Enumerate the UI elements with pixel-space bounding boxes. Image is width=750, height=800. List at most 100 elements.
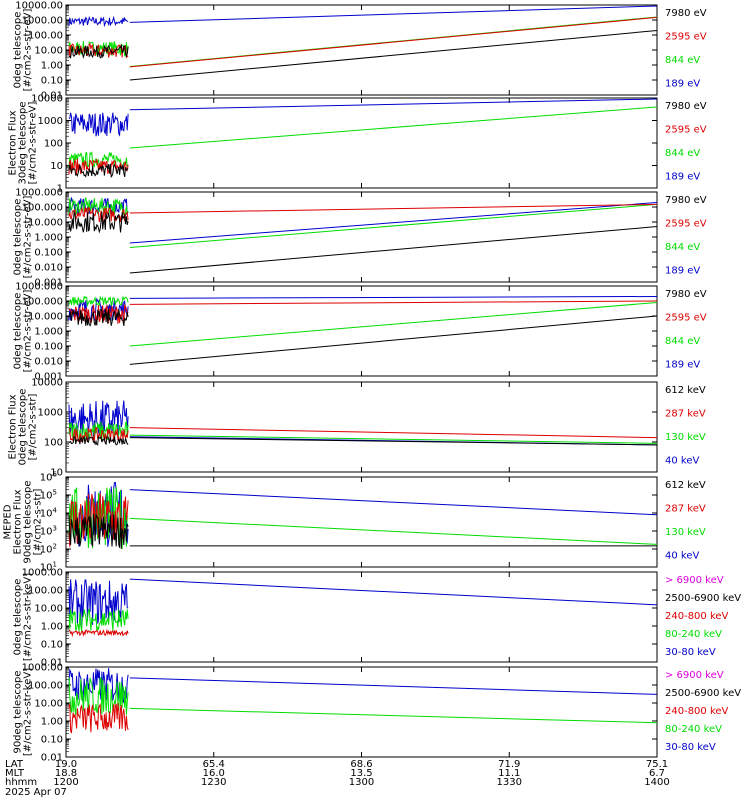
x-tick-label: 16.0 bbox=[203, 768, 225, 779]
y-axis-label: Electron Flux 0deg telescope [#/cm2-s-str] bbox=[8, 389, 39, 466]
x-axis-row-label: LAT bbox=[5, 759, 24, 770]
series-line-red-trend bbox=[129, 427, 658, 439]
y-tick-label: 106 bbox=[40, 471, 58, 484]
series-line-blue-burst bbox=[68, 15, 129, 28]
y-axis-label-line: 0deg telescope bbox=[13, 293, 24, 370]
y-axis-label-line: MEPED bbox=[3, 504, 14, 539]
series-line-red-burst bbox=[68, 206, 129, 223]
series-line-red-burst bbox=[68, 427, 129, 444]
y-tick-label: 10.00 bbox=[34, 699, 63, 710]
x-axis: LATMLThhmm19.018.8120065.416.0123068.613… bbox=[5, 759, 670, 798]
series-line-blue-trend bbox=[129, 98, 658, 111]
x-tick-label: 1230 bbox=[201, 777, 226, 788]
y-tick-label: 10.00 bbox=[34, 604, 63, 615]
y-tick-label: 1.00 bbox=[41, 61, 63, 72]
series-line-black-burst bbox=[68, 435, 129, 446]
x-tick-label: 1200 bbox=[53, 777, 78, 788]
legend-entry: 2500-6900 keV bbox=[665, 688, 741, 699]
y-axis-label-line: Electron Flux bbox=[8, 394, 19, 459]
legend-entry: 287 keV bbox=[665, 409, 706, 420]
x-tick-label: 68.6 bbox=[350, 759, 372, 770]
y-tick-label: 10 bbox=[50, 161, 63, 172]
panel-4: 0.001 0.010 0.100 1.000 10.000 100.000 1000.00… bbox=[13, 282, 707, 383]
legend-entry: 130 keV bbox=[665, 527, 706, 538]
y-axis-label-line: [#/cm2-s-str-eV] bbox=[23, 9, 34, 92]
panel-3: 0.001 0.010 0.100 1.000 10.000 100.000 1000.00… bbox=[13, 188, 707, 289]
x-tick-label: 75.1 bbox=[646, 759, 668, 770]
legend-entry: 130 keV bbox=[665, 432, 706, 443]
y-tick-label: 0.010 bbox=[34, 263, 63, 274]
series-line-blue-trend bbox=[129, 578, 658, 606]
x-axis-row-label: hhmm bbox=[5, 777, 37, 788]
legend-entry: 2595 eV bbox=[665, 125, 707, 136]
legend-entry: 7980 eV bbox=[665, 289, 707, 300]
y-axis-label: 0deg telescope [#/cm2-s-str-eV] bbox=[13, 196, 34, 279]
y-tick-label: 100.00 bbox=[28, 31, 63, 42]
series-line-red-burst bbox=[68, 492, 129, 547]
y-tick-label: 0.001 bbox=[34, 372, 63, 383]
panel-frame bbox=[65, 381, 658, 473]
y-axis-label-line: [#/cm2-s-str-eV] bbox=[23, 290, 34, 373]
series-line-green-trend bbox=[129, 203, 658, 248]
legend-entry: > 6900 keV bbox=[665, 575, 724, 586]
legend-entry: 844 eV bbox=[665, 242, 700, 253]
series-line-green-trend bbox=[129, 517, 658, 545]
series-line-red-burst bbox=[68, 703, 129, 734]
y-axis-label-line: 90deg telescope bbox=[23, 480, 34, 563]
y-tick-label: 1000.000 bbox=[15, 282, 63, 293]
y-axis-label: 90deg telescope [#/cm2-s-str-keV] bbox=[13, 668, 34, 756]
x-tick-label: 71.9 bbox=[498, 759, 520, 770]
x-tick-label: 1400 bbox=[644, 777, 669, 788]
legend-entry: 612 keV bbox=[665, 480, 706, 491]
series-line-green-burst bbox=[68, 608, 129, 632]
y-tick-label: 0.10 bbox=[41, 76, 63, 87]
legend-entry: 30-80 keV bbox=[665, 742, 716, 753]
legend-entry: 7980 eV bbox=[665, 195, 707, 206]
series-line-green-burst bbox=[68, 151, 129, 169]
x-tick-label: 13.5 bbox=[350, 768, 372, 779]
y-axis-label: MEPED Electron Flux 90deg telescope [#/cm2-… bbox=[3, 480, 44, 563]
y-axis-label-line: Electron Flux bbox=[8, 110, 19, 175]
legend-entry: 40 keV bbox=[665, 551, 699, 562]
legend-entry: 2500-6900 keV bbox=[665, 593, 741, 604]
panel-frame bbox=[65, 571, 658, 663]
y-tick-label: 1000.000 bbox=[15, 188, 63, 199]
y-axis-label-line: [#/cm2-s-str-keV] bbox=[23, 573, 34, 661]
legend-entry: 7980 eV bbox=[665, 101, 707, 112]
y-tick-label: 0.100 bbox=[34, 342, 63, 353]
series-line-blue-trend bbox=[129, 677, 658, 695]
y-tick-label: 1.00 bbox=[41, 622, 63, 633]
y-tick-label: 100.00 bbox=[28, 586, 63, 597]
y-tick-label: 0.10 bbox=[41, 640, 63, 651]
y-tick-label: 10000 bbox=[31, 94, 63, 105]
legend-entry: 2595 eV bbox=[665, 313, 707, 324]
legend-entry: 189 eV bbox=[665, 172, 700, 183]
legend-entry: 80-240 keV bbox=[665, 629, 722, 640]
y-tick-label: 0.001 bbox=[34, 278, 63, 289]
y-axis-label-line: 30deg telescope bbox=[18, 101, 29, 184]
panel-frame bbox=[65, 97, 658, 189]
series-line-black-burst bbox=[68, 210, 129, 234]
legend-entry: 844 eV bbox=[665, 148, 700, 159]
y-tick-label: 1.00 bbox=[41, 717, 63, 728]
x-tick-label: 19.0 bbox=[55, 759, 77, 770]
y-tick-label: 10.00 bbox=[34, 46, 63, 57]
legend-entry: 240-800 keV bbox=[665, 706, 729, 717]
series-line-green-trend bbox=[129, 301, 658, 347]
legend-entry: 287 keV bbox=[665, 504, 706, 515]
y-tick-label: 10 bbox=[50, 468, 63, 479]
x-tick-label: 1300 bbox=[349, 777, 374, 788]
y-tick-label: 100 bbox=[44, 438, 63, 449]
y-tick-label: 1000.00 bbox=[22, 16, 63, 27]
panel-1: 0.01 0.10 1.00 10.00 100.00 1000.00 10000.000d… bbox=[13, 1, 707, 102]
y-tick-label: 10000.00 bbox=[15, 1, 63, 12]
series-line-red-trend bbox=[129, 16, 658, 68]
series-line-green-trend bbox=[129, 434, 658, 444]
x-tick-label: 6.7 bbox=[649, 768, 665, 779]
legend-entry: 80-240 keV bbox=[665, 724, 722, 735]
series-line-blue-burst bbox=[68, 579, 129, 626]
y-tick-label: 0.01 bbox=[41, 91, 63, 102]
series-line-black-burst bbox=[68, 163, 129, 179]
legend-entry: 30-80 keV bbox=[665, 647, 716, 658]
